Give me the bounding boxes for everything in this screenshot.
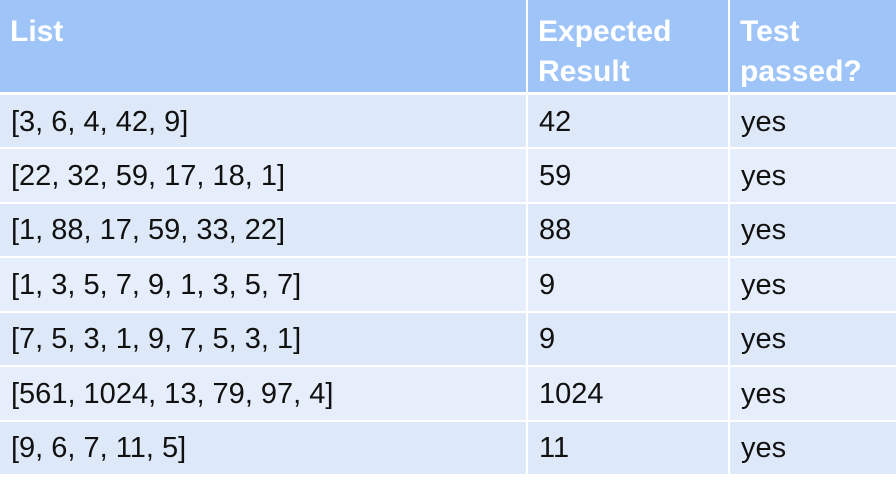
cell-expected-result: 42 — [527, 93, 730, 149]
cell-expected-result: 1024 — [527, 366, 730, 422]
cell-expected-result: 11 — [527, 420, 730, 476]
cell-test-passed: yes — [729, 202, 896, 258]
header-expected-result: Expected Result — [527, 0, 730, 95]
table-row: [22, 32, 59, 17, 18, 1] 59 yes — [0, 148, 896, 204]
cell-list: [9, 6, 7, 11, 5] — [0, 420, 528, 476]
cell-expected-result: 88 — [527, 202, 730, 258]
cell-test-passed: yes — [729, 366, 896, 422]
header-list: List — [0, 0, 528, 95]
cell-list: [1, 3, 5, 7, 9, 1, 3, 5, 7] — [0, 257, 528, 313]
cell-expected-result: 59 — [527, 148, 730, 204]
test-results-table: List Expected Result Test passed? [3, 6,… — [0, 0, 896, 476]
cell-list: [3, 6, 4, 42, 9] — [0, 93, 528, 149]
header-test-passed: Test passed? — [729, 0, 896, 95]
table-row: [1, 88, 17, 59, 33, 22] 88 yes — [0, 202, 896, 258]
table-row: [561, 1024, 13, 79, 97, 4] 1024 yes — [0, 366, 896, 422]
cell-list: [7, 5, 3, 1, 9, 7, 5, 3, 1] — [0, 311, 528, 367]
cell-test-passed: yes — [729, 257, 896, 313]
table-header-row: List Expected Result Test passed? — [0, 0, 896, 95]
cell-test-passed: yes — [729, 311, 896, 367]
cell-test-passed: yes — [729, 93, 896, 149]
table-row: [1, 3, 5, 7, 9, 1, 3, 5, 7] 9 yes — [0, 257, 896, 313]
table-row: [7, 5, 3, 1, 9, 7, 5, 3, 1] 9 yes — [0, 311, 896, 367]
cell-expected-result: 9 — [527, 311, 730, 367]
table-row: [9, 6, 7, 11, 5] 11 yes — [0, 420, 896, 476]
cell-test-passed: yes — [729, 420, 896, 476]
table-row: [3, 6, 4, 42, 9] 42 yes — [0, 93, 896, 149]
cell-expected-result: 9 — [527, 257, 730, 313]
cell-list: [1, 88, 17, 59, 33, 22] — [0, 202, 528, 258]
cell-list: [22, 32, 59, 17, 18, 1] — [0, 148, 528, 204]
cell-list: [561, 1024, 13, 79, 97, 4] — [0, 366, 528, 422]
cell-test-passed: yes — [729, 148, 896, 204]
